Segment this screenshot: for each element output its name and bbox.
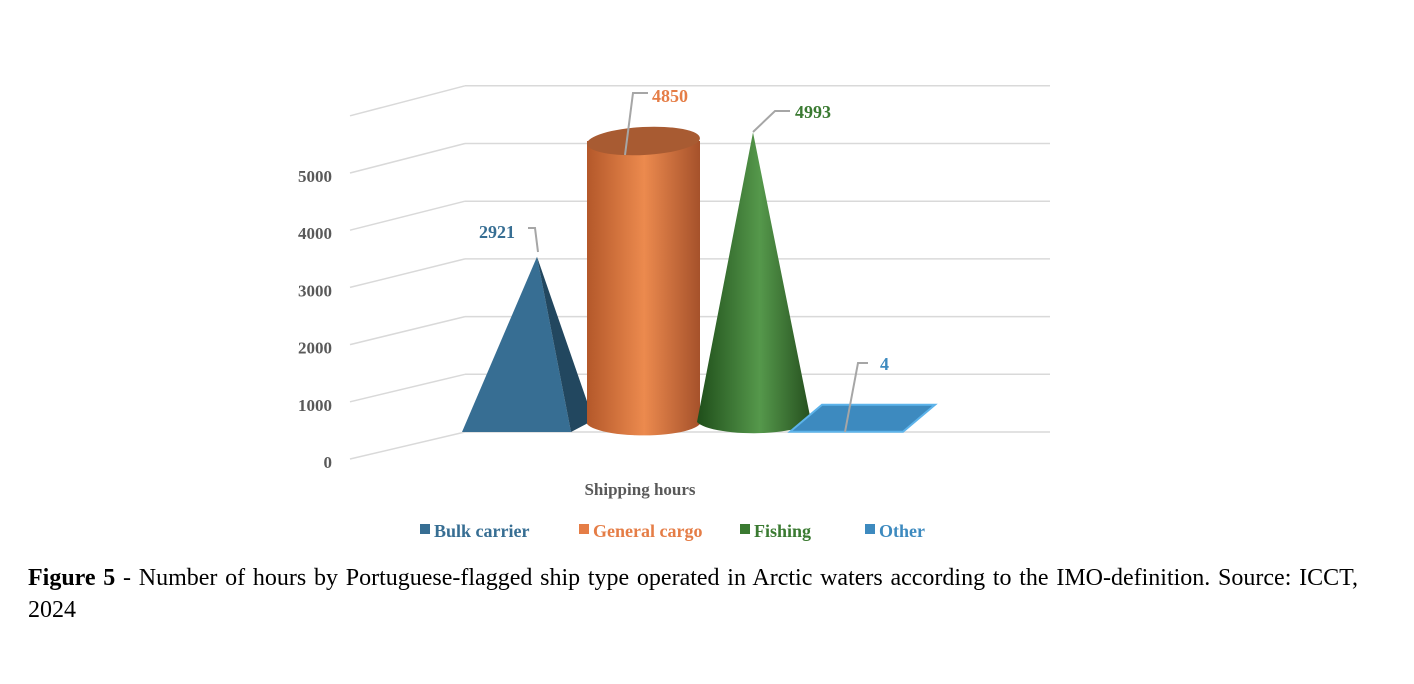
leader-line — [752, 110, 790, 133]
y-tick-label: 4000 — [298, 224, 332, 243]
bar-bulk-carrier-side — [537, 256, 590, 432]
bar-bulk-carrier-front — [462, 256, 571, 432]
data-label: 4850 — [652, 86, 688, 106]
data-label: 4993 — [795, 102, 831, 122]
gridline-side — [349, 431, 466, 460]
data-label: 4 — [880, 354, 889, 374]
legend-swatch — [865, 524, 875, 534]
leader-line — [844, 362, 868, 433]
y-tick-label: 5000 — [298, 167, 332, 186]
leader-line — [528, 227, 539, 253]
x-axis-label: Shipping hours — [584, 480, 695, 499]
figure-caption: Figure 5 - Number of hours by Portuguese… — [28, 562, 1358, 626]
figure-label: Figure 5 — [28, 565, 116, 591]
gridline-side — [349, 142, 466, 174]
gridline-side — [349, 85, 466, 117]
gridline-side — [349, 200, 466, 231]
legend-item: Fishing — [754, 521, 811, 541]
y-tick-label: 3000 — [298, 281, 332, 300]
chart: 0 1000 2000 3000 4000 5000 2921 4850 4993 4 Ship… — [298, 85, 1050, 541]
legend-item: Other — [879, 521, 925, 541]
bar-general-cargo-body — [587, 141, 702, 436]
caption-text: - Number of hours by Portuguese-flagged … — [28, 565, 1358, 623]
y-tick-label: 2000 — [298, 339, 332, 358]
leader-line — [624, 92, 648, 156]
bar-other — [787, 403, 938, 433]
bar-general-cargo-top — [587, 126, 700, 156]
legend-swatch — [579, 524, 589, 534]
gridline-side — [349, 258, 466, 289]
gridline-side — [349, 373, 466, 403]
legend-swatch — [420, 524, 430, 534]
data-labels: 2921 4850 4993 4 — [479, 86, 889, 433]
bar-fishing — [697, 132, 812, 434]
y-tick-label: 0 — [324, 453, 333, 472]
legend-swatch — [740, 524, 750, 534]
chart-marks — [462, 126, 938, 436]
legend-item: General cargo — [593, 521, 702, 541]
y-axis-ticks: 0 1000 2000 3000 4000 5000 — [298, 167, 332, 472]
data-label: 2921 — [479, 222, 515, 242]
y-tick-label: 1000 — [298, 396, 332, 415]
legend: Bulk carrier General cargo Fishing Other — [420, 521, 925, 541]
legend-item: Bulk carrier — [434, 521, 529, 541]
gridline-side — [349, 315, 466, 346]
